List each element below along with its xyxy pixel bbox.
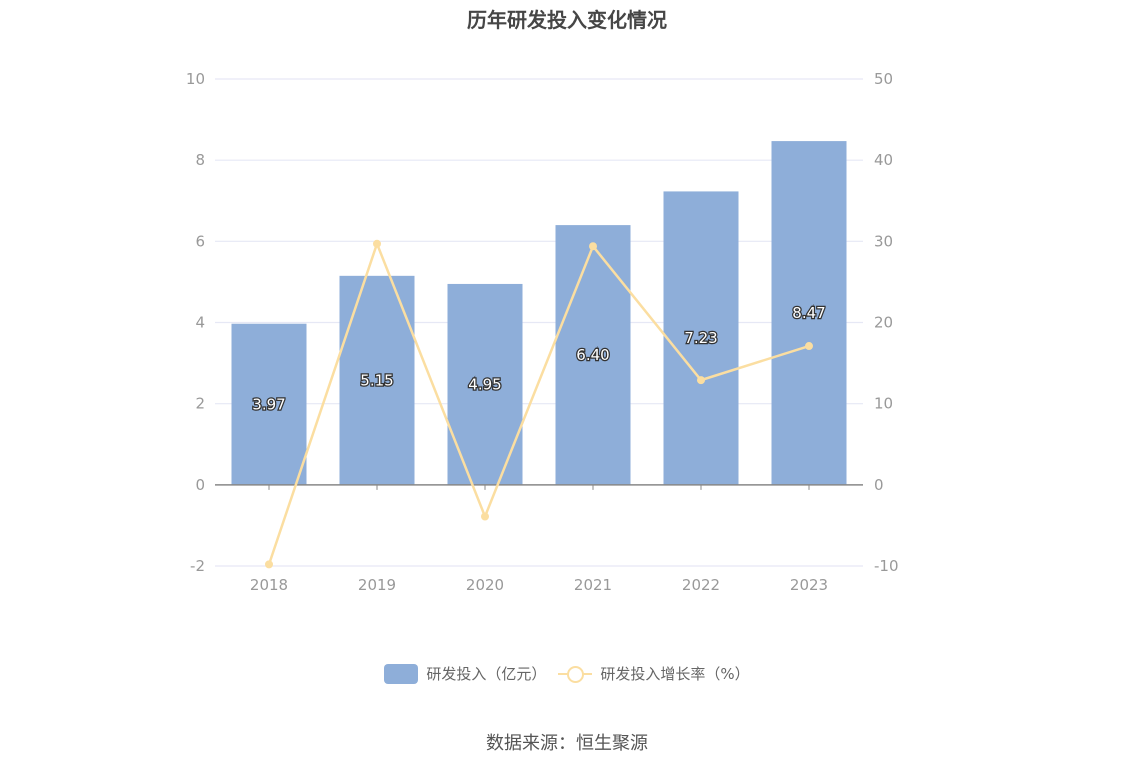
right-axis-ticks: -10 0 10 20 30 40 50	[874, 70, 899, 575]
bar-value-label: 3.97	[252, 395, 285, 413]
left-tick-label: 4	[195, 314, 205, 332]
legend-line-swatch	[558, 664, 593, 684]
growth-rate-point	[697, 376, 705, 385]
growth-rate-point	[265, 560, 273, 569]
left-tick-label: -2	[190, 557, 205, 575]
right-tick-label: -10	[874, 557, 899, 575]
bar-series	[231, 141, 847, 485]
grid-lines	[215, 78, 863, 567]
right-tick-label: 30	[874, 232, 893, 250]
right-tick-label: 10	[874, 395, 893, 413]
left-tick-label: 6	[195, 232, 205, 250]
x-tick-label: 2020	[466, 576, 504, 594]
bar-value-label: 7.23	[684, 329, 717, 347]
growth-rate-line	[267, 240, 810, 565]
chart-title: 历年研发投入变化情况	[467, 8, 667, 32]
right-tick-label: 20	[874, 314, 893, 332]
legend-label-growth-rate: 研发投入增长率（%）	[600, 665, 750, 683]
bar-value-label: 4.95	[468, 375, 501, 393]
x-tick-label: 2018	[250, 576, 288, 594]
bar-value-labels: 3.97 5.15 4.95 6.40 7.23 8.47	[251, 303, 827, 415]
bar	[339, 275, 415, 485]
legend-item-growth-rate[interactable]: 研发投入增长率（%）	[558, 663, 750, 684]
bar	[231, 323, 307, 485]
legend-label-rd-investment: 研发投入（亿元）	[426, 665, 547, 683]
left-tick-label: 8	[195, 151, 205, 169]
line-series	[265, 239, 813, 569]
x-tick-label: 2019	[358, 576, 396, 594]
left-tick-label: 0	[195, 476, 205, 494]
growth-rate-point	[373, 239, 381, 248]
left-tick-label: 10	[186, 70, 205, 88]
growth-rate-point	[481, 512, 489, 521]
right-tick-label: 50	[874, 70, 893, 88]
legend-bar-swatch	[384, 663, 419, 684]
bar	[771, 141, 847, 485]
x-tick-label: 2023	[790, 576, 828, 594]
bar	[663, 191, 739, 485]
bar-value-label: 6.40	[576, 346, 609, 364]
growth-rate-point	[589, 242, 597, 251]
legend-item-rd-investment[interactable]: 研发投入（亿元）	[384, 663, 546, 684]
left-tick-label: 2	[195, 395, 205, 413]
growth-rate-point	[805, 342, 813, 351]
bar-value-label: 8.47	[792, 304, 825, 322]
legend: 研发投入（亿元） 研发投入增长率（%）	[0, 663, 1134, 684]
right-tick-label: 40	[874, 151, 893, 169]
data-source: 数据来源：恒生聚源	[486, 733, 648, 754]
bar	[555, 225, 631, 485]
left-axis-ticks: -2 0 2 4 6 8 10	[186, 70, 205, 575]
x-tick-label: 2021	[574, 576, 612, 594]
x-axis-ticks: 2018 2019 2020 2021 2022 2023	[250, 484, 828, 594]
bar-value-label: 5.15	[360, 371, 393, 389]
right-tick-label: 0	[874, 476, 884, 494]
x-tick-label: 2022	[682, 576, 720, 594]
